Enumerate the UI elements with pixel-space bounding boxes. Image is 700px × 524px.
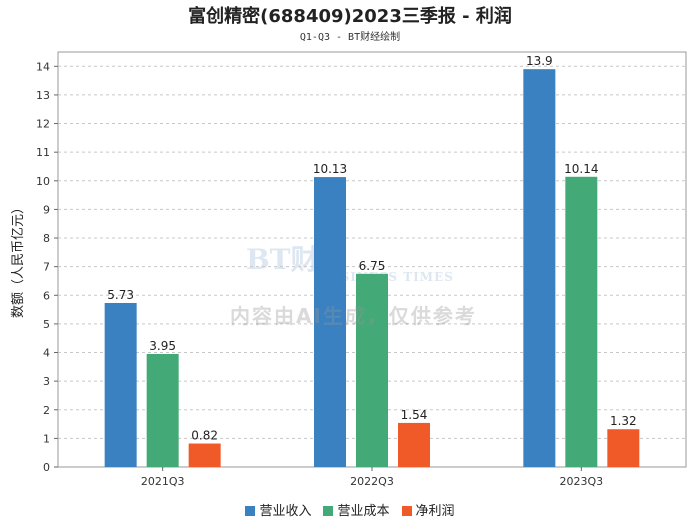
bar-2-3 [565, 176, 598, 468]
bar-2-1 [146, 353, 179, 467]
legend-label: 净利润 [415, 504, 455, 519]
y-tick-label: 1 [43, 432, 50, 445]
bar-3-2 [398, 422, 430, 467]
y-axis-label: 数额（人民币亿元） [11, 201, 26, 318]
y-tick-label: 10 [36, 175, 50, 188]
legend-label: 营业收入 [259, 504, 312, 519]
y-tick-label: 14 [36, 60, 50, 73]
data-label: 1.32 [610, 414, 637, 428]
y-tick-label: 12 [36, 118, 50, 131]
bar-3-3 [607, 429, 640, 467]
legend-item: 营业成本 [323, 500, 390, 519]
x-tick-label: 2021Q3 [141, 475, 185, 488]
legend-item: 净利润 [401, 500, 455, 519]
bar-1-3 [523, 69, 556, 467]
x-tick-label: 2022Q3 [350, 475, 394, 488]
data-label: 13.9 [526, 54, 553, 68]
data-label: 0.82 [191, 429, 218, 443]
y-tick-label: 13 [36, 89, 50, 102]
bar-2-2 [356, 273, 388, 467]
y-tick-label: 8 [43, 232, 50, 245]
y-tick-label: 11 [36, 146, 50, 159]
data-label: 5.73 [107, 288, 134, 302]
chart-title: 富创精密(688409)2023三季报 - 利润 [188, 6, 512, 27]
legend-swatch [245, 506, 256, 516]
data-label: 6.75 [359, 259, 386, 273]
data-label: 3.95 [149, 339, 176, 353]
bar-1-2 [314, 177, 346, 467]
y-tick-label: 4 [43, 347, 50, 360]
watermark-text: 内容由AI生成，仅供参考 [230, 304, 477, 328]
y-tick-label: 2 [43, 404, 50, 417]
chart-legend: 营业收入 营业成本 净利润 [0, 500, 700, 519]
data-label: 10.13 [313, 162, 347, 176]
x-tick-label: 2023Q3 [560, 475, 604, 488]
legend-swatch [323, 506, 334, 516]
bar-3-1 [188, 443, 221, 467]
data-label: 1.54 [401, 408, 428, 422]
y-tick-label: 5 [43, 318, 50, 331]
chart-subtitle: Q1-Q3 - BT财经绘制 [299, 32, 401, 43]
y-tick-label: 6 [43, 289, 50, 302]
legend-item: 营业收入 [245, 500, 311, 519]
data-label: 10.14 [564, 162, 598, 176]
y-tick-label: 0 [43, 461, 50, 474]
y-tick-label: 7 [43, 261, 50, 274]
bar-1-1 [104, 303, 137, 467]
y-tick-label: 3 [43, 375, 50, 388]
legend-label: 营业成本 [337, 504, 390, 519]
y-tick-label: 9 [43, 203, 50, 216]
legend-swatch [401, 506, 412, 516]
